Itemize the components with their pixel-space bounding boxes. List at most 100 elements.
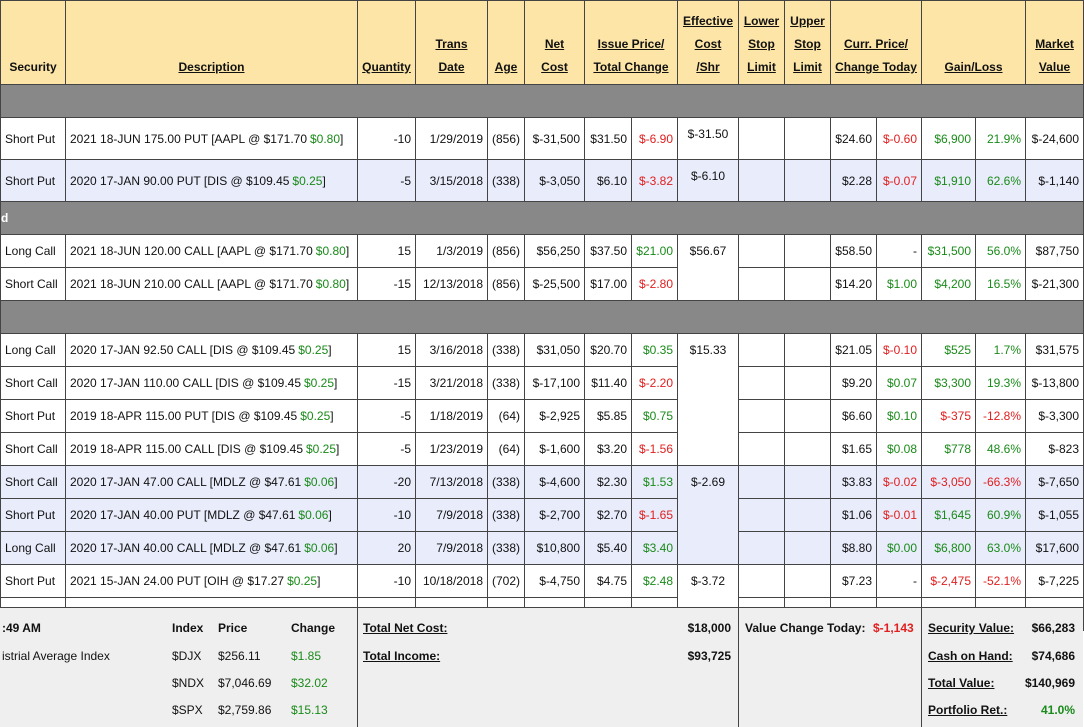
description: 2021 15-JAN 24.00 PUT [OIH @ $17.27 $0.25… — [65, 564, 358, 598]
header-text[interactable]: Date — [438, 60, 465, 74]
column-header: Market Value — [1025, 0, 1084, 85]
header-text[interactable]: Description — [178, 60, 245, 74]
header-text[interactable]: Net — [544, 37, 565, 51]
description: 2020 17-JAN 40.00 PUT [MDLZ @ $47.61 $0.0… — [65, 498, 358, 532]
header-text[interactable]: Change Today — [835, 60, 917, 74]
trans-date: 1/23/2019 — [415, 432, 488, 466]
gain-loss: $1,910 — [921, 159, 977, 202]
curr-price: $6.60 — [830, 399, 877, 433]
header-text[interactable]: Curr. Price/ — [843, 37, 909, 51]
upper-stop — [784, 399, 831, 433]
net-cost: $-2,700 — [524, 498, 585, 532]
curr-price: $8.80 — [830, 531, 877, 565]
summary-label[interactable]: Security Value: — [928, 621, 1015, 635]
total-label[interactable]: Total Income: — [363, 649, 441, 663]
description: 2021 18-JUN 175.00 PUT [AAPL @ $171.70 $0… — [65, 117, 358, 160]
value-change-label: Value Change Today: — [745, 621, 866, 635]
upper-stop — [784, 465, 831, 499]
lower-stop — [738, 498, 785, 532]
gain-pct: 1.7% — [975, 333, 1027, 367]
summary-label[interactable]: Cash on Hand: — [928, 649, 1013, 663]
index-price: $7,046.69 — [218, 676, 272, 690]
gain-loss: $-3,050 — [921, 465, 977, 499]
age: (64) — [487, 432, 525, 466]
net-cost: $10,800 — [524, 531, 585, 565]
security: Short Call — [0, 267, 66, 301]
summary-footer: :49 AM Index Price Change istrial Average In… — [0, 607, 1083, 727]
header-text[interactable]: Stop — [748, 37, 775, 51]
upper-stop — [784, 366, 831, 400]
column-header: Quantity — [357, 0, 416, 85]
header-text[interactable]: Upper — [790, 14, 825, 28]
underlying-change: $0.25 — [287, 574, 318, 588]
index-symbol: $NDX — [172, 676, 205, 690]
quantity: -10 — [357, 117, 416, 160]
total-change: $-1.56 — [631, 432, 678, 466]
header-text[interactable]: Value — [1038, 60, 1071, 74]
gain-pct: 60.9% — [975, 498, 1027, 532]
header-text[interactable]: Effective — [682, 14, 734, 28]
header-text: Security — [9, 60, 57, 74]
description: 2021 18-JUN 210.00 CALL [AAPL @ $171.70 $… — [65, 267, 358, 301]
market-value: $-823 — [1025, 432, 1084, 466]
index-column: Price — [218, 621, 248, 635]
quantity: -10 — [357, 564, 416, 598]
description-text: 2020 17-JAN 92.50 CALL [DIS @ $109.45 — [70, 343, 296, 357]
net-cost: $31,050 — [524, 333, 585, 367]
issue-price: $3.20 — [584, 432, 632, 466]
gain-loss: $6,800 — [921, 531, 977, 565]
curr-price: $1.65 — [830, 432, 877, 466]
trans-date: 12/13/2018 — [415, 267, 488, 301]
gain-loss: $6,900 — [921, 117, 977, 160]
header-text[interactable]: Stop — [794, 37, 821, 51]
description: 2020 17-JAN 110.00 CALL [DIS @ $109.45 $0… — [65, 366, 358, 400]
header-text[interactable]: Age — [494, 60, 518, 74]
header-text[interactable]: Lower — [743, 14, 780, 28]
header-text[interactable]: Quantity — [362, 60, 411, 74]
market-value: $-21,300 — [1025, 267, 1084, 301]
section-label: d — [0, 201, 1084, 235]
underlying-change: $0.25 — [292, 173, 323, 188]
underlying-change: $0.80 — [315, 244, 346, 258]
header-text[interactable]: Gain/Loss — [944, 60, 1003, 74]
lower-stop — [738, 366, 785, 400]
description-text: 2020 17-JAN 110.00 CALL [DIS @ $109.45 — [70, 376, 301, 390]
header-text[interactable]: Total Change — [593, 60, 669, 74]
market-value: $-13,800 — [1025, 366, 1084, 400]
header-text[interactable]: Issue Price/ — [597, 37, 665, 51]
age: (856) — [487, 234, 525, 268]
header-text[interactable]: Trans — [435, 37, 468, 51]
security: Long Call — [0, 333, 66, 367]
column-header: Effective Cost/Shr — [677, 0, 739, 85]
summary-label[interactable]: Portfolio Ret.: — [928, 703, 1008, 717]
summary-value: $66,283 — [1031, 621, 1075, 635]
description-end: ] — [334, 475, 338, 489]
security: Short Put — [0, 159, 66, 202]
header-text[interactable]: Market — [1035, 37, 1074, 51]
trans-date: 7/9/2018 — [415, 498, 488, 532]
header-text[interactable]: Limit — [793, 60, 822, 74]
column-header: Lower Stop Limit — [738, 0, 785, 85]
description-text: 2019 18-APR 115.00 PUT [DIS @ $109.45 — [70, 409, 298, 423]
total-change: $-2.80 — [631, 267, 678, 301]
gain-pct: 16.5% — [975, 267, 1027, 301]
net-cost: $-3,050 — [524, 159, 585, 202]
market-value: $-7,225 — [1025, 564, 1084, 598]
header-text[interactable]: Cost — [694, 37, 722, 51]
quantity: -5 — [357, 399, 416, 433]
header-text[interactable]: Cost — [541, 60, 568, 74]
lower-stop — [738, 399, 785, 433]
description-end: ] — [345, 277, 350, 291]
age: (702) — [487, 564, 525, 598]
header-text[interactable]: Limit — [747, 60, 776, 74]
total-label[interactable]: Total Net Cost: — [363, 621, 448, 635]
value-change: $-1,143 — [873, 621, 914, 635]
total-change: $0.75 — [631, 399, 678, 433]
summary-label[interactable]: Total Value: — [928, 676, 995, 690]
time: :49 AM — [2, 621, 41, 635]
market-value: $-3,300 — [1025, 399, 1084, 433]
issue-price: $37.50 — [584, 234, 632, 268]
trans-date: 3/21/2018 — [415, 366, 488, 400]
header-text[interactable]: /Shr — [696, 60, 720, 74]
underlying-change: $0.25 — [300, 409, 331, 423]
